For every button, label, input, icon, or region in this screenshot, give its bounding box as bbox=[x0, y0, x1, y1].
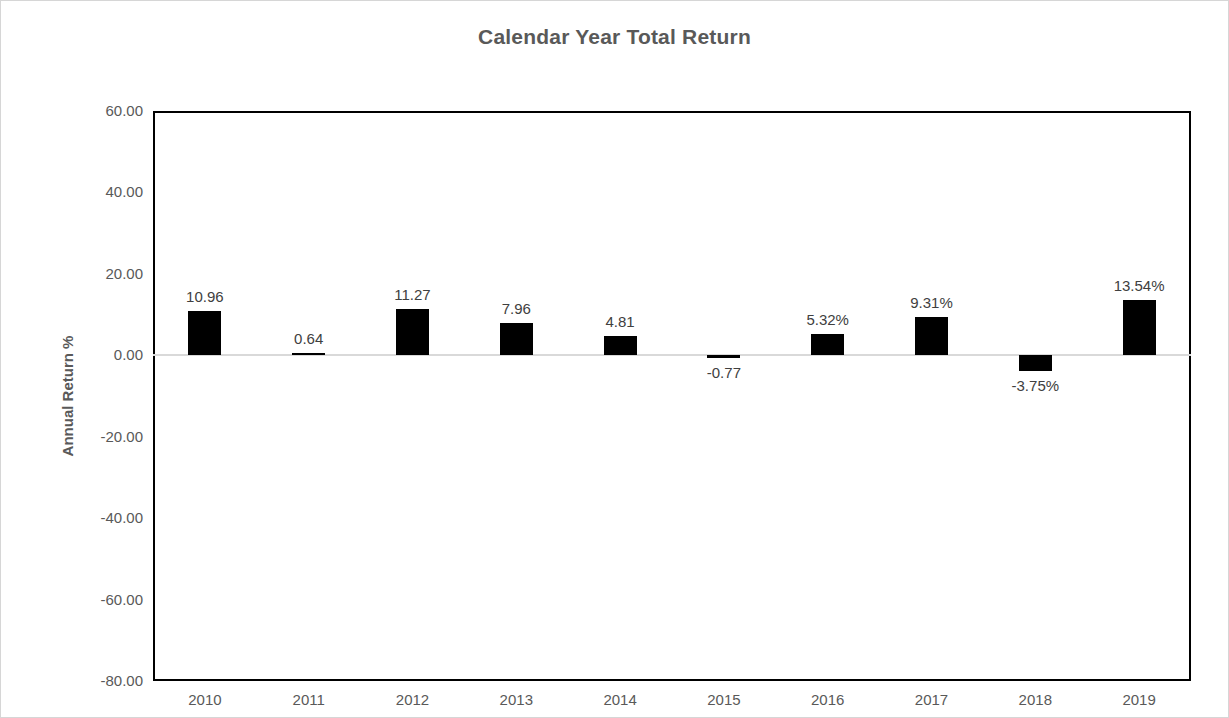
y-tick-label: -80.00 bbox=[69, 672, 143, 690]
x-tick-label-2016: 2016 bbox=[776, 691, 880, 708]
x-tick-label-2012: 2012 bbox=[361, 691, 465, 708]
bar-2012 bbox=[396, 309, 429, 355]
x-tick-label-2015: 2015 bbox=[672, 691, 776, 708]
x-tick-label-2018: 2018 bbox=[983, 691, 1087, 708]
chart: Calendar Year Total Return Annual Return… bbox=[0, 0, 1229, 718]
x-tick-label-2010: 2010 bbox=[153, 691, 257, 708]
plot-area bbox=[153, 111, 1191, 681]
bar-value-label-2019: 13.54% bbox=[1087, 277, 1191, 295]
bar-2016 bbox=[811, 334, 844, 356]
y-tick-label: 0.00 bbox=[69, 346, 143, 364]
bar-value-label-2010: 10.96 bbox=[153, 288, 257, 306]
x-tick-label-2019: 2019 bbox=[1087, 691, 1191, 708]
y-tick-label: 40.00 bbox=[69, 183, 143, 201]
bar-value-label-2011: 0.64 bbox=[257, 330, 361, 348]
x-tick-label-2014: 2014 bbox=[568, 691, 672, 708]
bar-value-label-2013: 7.96 bbox=[464, 300, 568, 318]
y-tick-label: -20.00 bbox=[69, 428, 143, 446]
bar-2018 bbox=[1019, 355, 1052, 370]
bar-value-label-2014: 4.81 bbox=[568, 313, 672, 331]
bar-2010 bbox=[188, 311, 221, 356]
bar-2011 bbox=[292, 353, 325, 356]
y-tick-label: -60.00 bbox=[69, 591, 143, 609]
x-tick-label-2013: 2013 bbox=[464, 691, 568, 708]
x-tick-label-2011: 2011 bbox=[257, 691, 361, 708]
bar-2015 bbox=[707, 355, 740, 358]
y-tick-label: 20.00 bbox=[69, 265, 143, 283]
chart-title: Calendar Year Total Return bbox=[1, 25, 1228, 49]
bar-value-label-2015: -0.77 bbox=[672, 364, 776, 382]
y-tick-label: 60.00 bbox=[69, 102, 143, 120]
bar-value-label-2017: 9.31% bbox=[880, 294, 984, 312]
bar-value-label-2012: 11.27 bbox=[361, 286, 465, 304]
bar-value-label-2016: 5.32% bbox=[776, 311, 880, 329]
bar-2014 bbox=[604, 336, 637, 356]
y-tick-label: -40.00 bbox=[69, 509, 143, 527]
bar-2013 bbox=[500, 323, 533, 355]
bar-2017 bbox=[915, 317, 948, 355]
x-tick-label-2017: 2017 bbox=[880, 691, 984, 708]
bar-2019 bbox=[1123, 300, 1156, 355]
bar-value-label-2018: -3.75% bbox=[983, 377, 1087, 395]
